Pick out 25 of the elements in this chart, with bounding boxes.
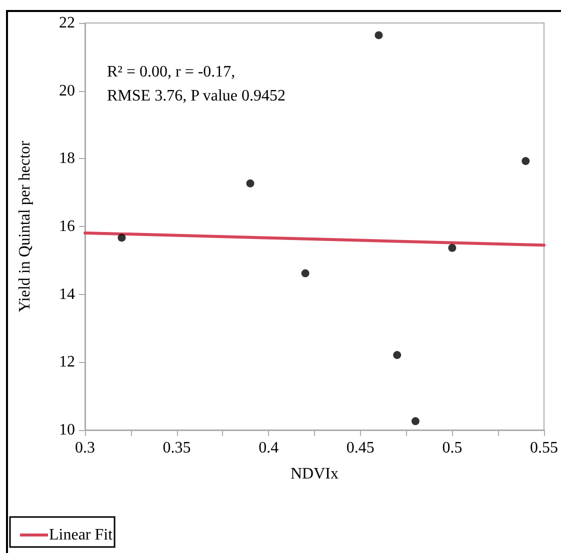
annotation: R² = 0.00, r = -0.17, RMSE 3.76, P value 0.9452 xyxy=(107,64,286,104)
y-tick-label: 16 xyxy=(59,218,75,235)
legend-label: Linear Fit xyxy=(49,526,114,544)
x-tick-label: 0.3 xyxy=(75,440,95,456)
point xyxy=(411,417,420,426)
point xyxy=(393,351,402,360)
x-tick-label: 0.55 xyxy=(530,440,558,456)
y-tick-label: 14 xyxy=(59,286,75,303)
point xyxy=(522,157,530,166)
point xyxy=(374,31,383,40)
x-axis-title: NDVIx xyxy=(290,466,338,482)
y-axis-title: Yield in Quintal per hector xyxy=(16,140,34,312)
x-tick-label: 0.35 xyxy=(162,440,191,456)
point xyxy=(301,269,310,278)
x-tick-label: 0.5 xyxy=(442,440,462,456)
y-tick-label: 22 xyxy=(59,14,75,32)
point xyxy=(118,234,126,242)
y-tick-label: 18 xyxy=(59,150,75,168)
x-tick-label: 0.4 xyxy=(258,440,279,456)
y-tick-label: 10 xyxy=(59,422,75,438)
point xyxy=(448,244,456,252)
y-tick-label: 20 xyxy=(59,82,75,100)
y-tick-label: 12 xyxy=(59,354,75,371)
point xyxy=(246,179,254,188)
x-tick-label: 0.45 xyxy=(346,440,374,456)
